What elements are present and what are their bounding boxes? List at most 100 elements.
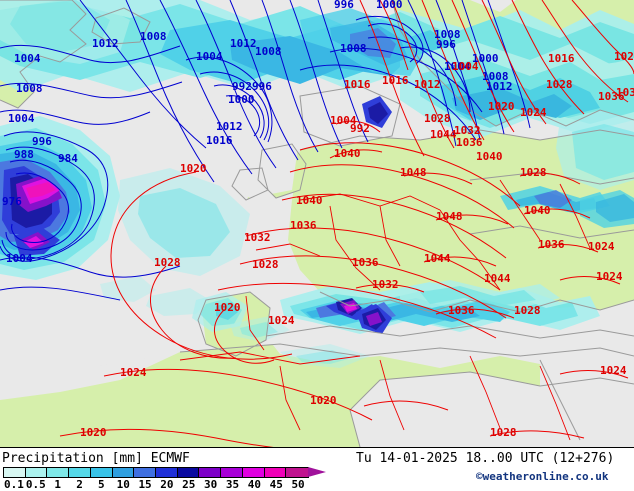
isobar-high-layer bbox=[59, 0, 634, 447]
isobar-low-layer bbox=[0, 0, 531, 301]
isobar-label-low-992-13: 992 bbox=[232, 80, 252, 93]
isobar-label-low-976-6: 976 bbox=[2, 195, 22, 208]
weather-map[interactable]: 1004100410081008100410049969969889889849… bbox=[0, 0, 634, 448]
isobar-label-high-1040-25: 1040 bbox=[524, 204, 551, 217]
legend-swatch-0.1 bbox=[4, 468, 26, 477]
legend-tick-5: 5 bbox=[98, 478, 105, 491]
legend-tick-25: 25 bbox=[182, 478, 196, 491]
isobar-label-high-1020-31: 1020 bbox=[180, 162, 207, 175]
isobar-label-high-1048-22: 1048 bbox=[436, 210, 463, 223]
isobar-label-high-1004-11: 1004 bbox=[452, 60, 479, 73]
isobar-label-low-1004-10: 1004 bbox=[196, 50, 223, 63]
isobar-label-low-1008-9: 1008 bbox=[140, 30, 167, 43]
legend-tick-1: 1 bbox=[54, 478, 61, 491]
forecast-datetime: Tu 14-01-2025 18..00 UTC (12+276) bbox=[356, 451, 615, 466]
isobar-label-high-1028-21: 1028 bbox=[252, 258, 279, 271]
isobar-label-high-1024-38: 1024 bbox=[120, 366, 147, 379]
isobar-label-high-1044-13: 1044 bbox=[430, 128, 457, 141]
legend-swatch-20 bbox=[156, 468, 178, 477]
isobar-label-low-1012-26: 1012 bbox=[486, 80, 513, 93]
isobar-label-low-1012-11: 1012 bbox=[230, 37, 257, 50]
legend-color-bar[interactable] bbox=[3, 467, 309, 478]
isobar-label-low-1004-7: 1004 bbox=[6, 252, 33, 265]
isobar-label-high-1048-17: 1048 bbox=[400, 166, 427, 179]
isobar-label-high-1024-42: 1024 bbox=[600, 364, 627, 377]
isobar-label-high-1028-45: 1028 bbox=[614, 50, 634, 63]
legend-tick-15: 15 bbox=[138, 478, 152, 491]
isobar-label-high-992-2: 992 bbox=[350, 122, 370, 135]
isobar-label-low-1000-23: 1000 bbox=[472, 52, 499, 65]
legend-swatch-10 bbox=[112, 468, 135, 477]
legend-swatch-0.5 bbox=[25, 468, 48, 477]
isobar-label-high-1020-6: 1020 bbox=[488, 100, 515, 113]
legend-swatch-45 bbox=[264, 468, 287, 477]
isobar-label-high-1036-15: 1036 bbox=[456, 136, 483, 149]
isobar-label-high-1036-44: 1036 bbox=[616, 86, 634, 99]
isobar-label-low-996-19: 996 bbox=[334, 0, 354, 11]
isobar-label-high-1040-18: 1040 bbox=[296, 194, 323, 207]
isobar-label-high-1016-8: 1016 bbox=[548, 52, 575, 65]
precipitation-layer bbox=[0, 0, 634, 368]
isobar-label-high-1016-0: 1016 bbox=[344, 78, 371, 91]
isobar-label-low-1008-18: 1008 bbox=[340, 42, 367, 55]
isobar-label-high-1028-9: 1028 bbox=[546, 78, 573, 91]
isobar-label-high-1028-37: 1028 bbox=[514, 304, 541, 317]
isobar-label-high-1028-41: 1028 bbox=[490, 426, 517, 439]
isobar-label-high-1016-3: 1016 bbox=[382, 74, 409, 87]
isobar-label-high-1024-28: 1024 bbox=[588, 240, 615, 253]
isobar-label-high-1020-40: 1020 bbox=[80, 426, 107, 439]
isobar-label-high-1036-19: 1036 bbox=[290, 219, 317, 232]
footer-bar: Precipitation [mm] ECMWF Tu 14-01-2025 1… bbox=[0, 448, 634, 491]
isobar-label-high-1032-20: 1032 bbox=[244, 231, 271, 244]
legend-swatch-50 bbox=[286, 468, 309, 477]
legend-tick-labels: 0.1 0.5 1 2 5 10 15 20 25 30 35 40 45 50 bbox=[3, 478, 323, 491]
isobar-label-high-1036-26: 1036 bbox=[538, 238, 565, 251]
isobar-label-low-1004-24: 1004 bbox=[444, 60, 471, 73]
isobar-label-high-1024-43: 1024 bbox=[596, 270, 623, 283]
isobar-label-high-1012-4: 1012 bbox=[414, 78, 441, 91]
isobar-label-high-1028-5: 1028 bbox=[424, 112, 451, 125]
product-title: Precipitation [mm] ECMWF bbox=[2, 451, 190, 466]
isobar-label-low-1008-25: 1008 bbox=[482, 70, 509, 83]
isobar-label-high-1040-16: 1040 bbox=[476, 150, 503, 163]
copyright-watermark: ©weatheronline.co.uk bbox=[476, 470, 609, 483]
legend-swatch-15 bbox=[134, 468, 157, 477]
isobar-label-low-1008-22: 1008 bbox=[434, 28, 461, 41]
isobar-label-high-1028-27: 1028 bbox=[520, 166, 547, 179]
isobar-label-high-1020-39: 1020 bbox=[310, 394, 337, 407]
isobar-label-high-1028-32: 1028 bbox=[154, 256, 181, 269]
isobar-label-low-1000-15: 1000 bbox=[228, 93, 255, 106]
legend-tick-0.5: 0.5 bbox=[25, 478, 46, 491]
isobar-label-high-1036-24: 1036 bbox=[352, 256, 379, 269]
isobar-label-low-1012-8: 1012 bbox=[92, 37, 119, 50]
isobar-label-low-1012-16: 1012 bbox=[216, 120, 243, 133]
legend-tick-20: 20 bbox=[160, 478, 174, 491]
isobar-label-low-1008-1: 1008 bbox=[16, 82, 43, 95]
isobar-label-high-1004-1: 1004 bbox=[330, 114, 357, 127]
legend-swatch-40 bbox=[242, 468, 265, 477]
isobar-label-high-1024-33: 1024 bbox=[268, 314, 295, 327]
legend-swatch-1 bbox=[47, 468, 70, 477]
isobar-label-low-988-4: 988 bbox=[14, 148, 34, 161]
isobar-label-low-1004-2: 1004 bbox=[8, 112, 35, 125]
isobar-label-low-1000-20: 1000 bbox=[376, 0, 403, 11]
isobar-label-low-1004-0: 1004 bbox=[14, 52, 41, 65]
isobar-label-high-group: 1016101610041004992992101610161012101210… bbox=[80, 50, 634, 439]
legend-swatch-5 bbox=[90, 468, 113, 477]
legend-swatch-25 bbox=[177, 468, 200, 477]
legend-tick-40: 40 bbox=[247, 478, 261, 491]
legend-tick-0.1: 0.1 bbox=[3, 478, 24, 491]
precipitation-legend[interactable]: 0.1 0.5 1 2 5 10 15 20 25 30 35 40 45 50 bbox=[3, 467, 326, 491]
isobar-label-high-1032-14: 1032 bbox=[454, 124, 481, 137]
isobar-label-high-1044-29: 1044 bbox=[484, 272, 511, 285]
legend-overflow-arrow-icon bbox=[308, 467, 326, 477]
isobar-label-low-996-14: 996 bbox=[252, 80, 272, 93]
isobar-label-low-1008-12: 1008 bbox=[255, 45, 282, 58]
isobar-label-low-996-3: 996 bbox=[32, 135, 52, 148]
isobar-label-high-1036-10: 1036 bbox=[598, 90, 625, 103]
isobar-label-low-group: 1004100410081008100410049969969889889849… bbox=[2, 0, 513, 265]
isobar-label-low-1016-17: 1016 bbox=[206, 134, 233, 147]
isobar-label-high-1032-35: 1032 bbox=[372, 278, 399, 291]
isobar-label-low-984-5: 984 bbox=[58, 152, 78, 165]
